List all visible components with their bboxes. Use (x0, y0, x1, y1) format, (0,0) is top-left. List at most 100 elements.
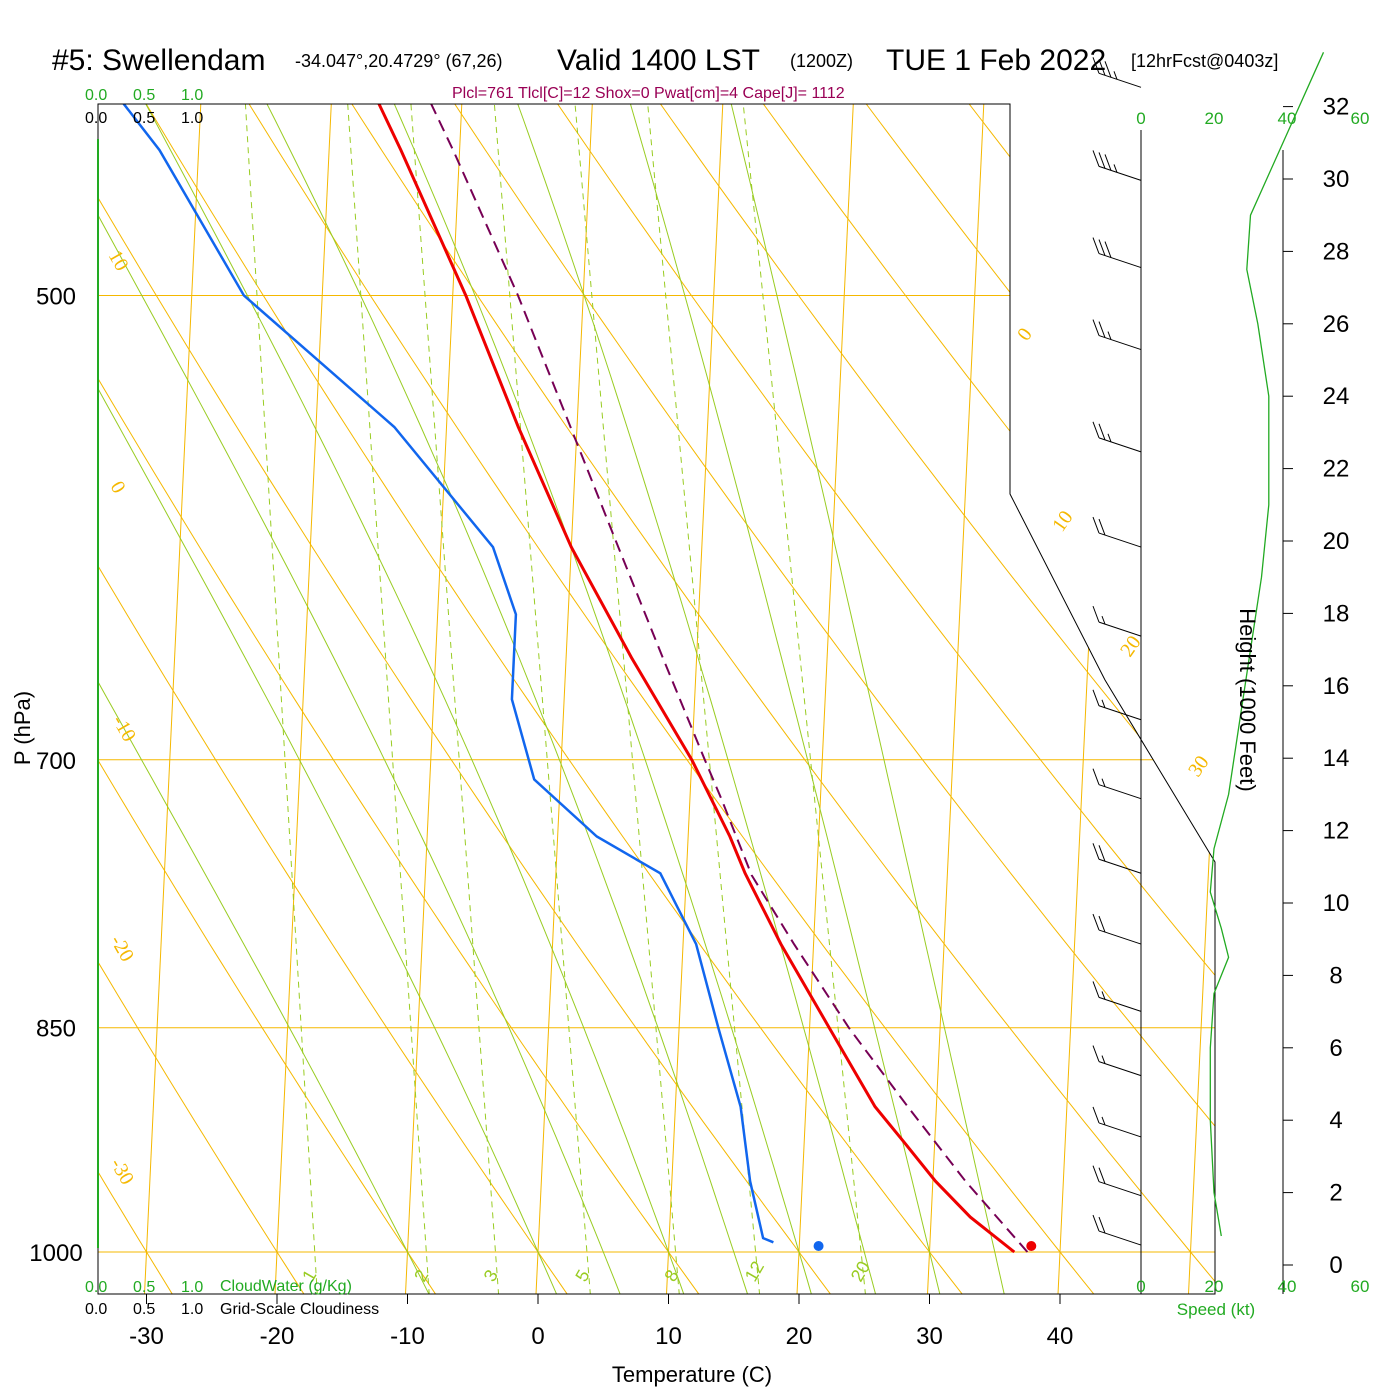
height-tick-label: 20 (1323, 528, 1350, 555)
wind-barb (1092, 237, 1142, 269)
speed-tick-label-bottom: 40 (1278, 1277, 1297, 1296)
height-tick-label: 14 (1323, 745, 1350, 772)
isotherm-line (925, 104, 1024, 1294)
cl-bottom-tick: 0.5 (133, 1301, 155, 1318)
speed-tick-label-top: 20 (1205, 109, 1224, 128)
height-tick-label: 2 (1329, 1180, 1342, 1207)
dry-adiabat (130, 104, 1215, 1294)
isotherm-line (534, 104, 632, 1294)
height-tick-label: 0 (1329, 1252, 1342, 1279)
cl-bottom-tick: 0.0 (85, 1301, 107, 1318)
wind-barb (1092, 768, 1142, 800)
wind-barb (1092, 689, 1142, 721)
dry-adiabat (98, 104, 1115, 1294)
height-tick-label: 22 (1323, 456, 1350, 483)
parcel-trace-line (98, 104, 1029, 1253)
dewpoint-line (98, 104, 774, 1244)
chart-series (98, 104, 1037, 1254)
dry-adiabat (98, 104, 1215, 1294)
station-title: #5: Swellendam (52, 44, 265, 77)
temperature-line (98, 104, 1016, 1254)
cw-bottom-tick: 0.5 (133, 1279, 155, 1296)
mixing-ratio-line (730, 104, 868, 1294)
temperature-tick-label: 30 (916, 1323, 943, 1350)
mixing-ratio-line (237, 104, 319, 1294)
cl-top-tick: 1.0 (181, 110, 203, 127)
wind-barb (1092, 319, 1142, 351)
dry-adiabat (98, 104, 983, 1294)
dry-adiabat (98, 104, 850, 1294)
chart-frame (97, 103, 1293, 1304)
x-axis-title: Temperature (C) (612, 1362, 772, 1387)
wind-speed-line (1209, 52, 1325, 1237)
temperature-tick-label: 20 (786, 1323, 813, 1350)
plot-border (97, 103, 1216, 1295)
cl-top-tick: 0.0 (85, 110, 107, 127)
moist-adiabat (188, 104, 883, 1294)
utc-time: (1200Z) (790, 51, 853, 71)
isotherm-label: -20 (106, 932, 138, 966)
dry-adiabat (98, 104, 1215, 1294)
dry-adiabat (98, 104, 718, 1294)
isotherm-label: 30 (1184, 752, 1213, 781)
isotherm-line (98, 104, 110, 1294)
pressure-tick-label: 700 (36, 748, 76, 775)
speed-tick-label-top: 40 (1278, 109, 1297, 128)
temperature-tick-label: -10 (390, 1323, 425, 1350)
wind-barb (1092, 421, 1142, 453)
dry-adiabat (216, 104, 1215, 1294)
mixing-ratio-label: 12 (741, 1258, 768, 1285)
height-axis-title: Height (1000 Feet) (1235, 608, 1260, 791)
mixing-ratio-line (636, 104, 762, 1294)
chart-grid (0, 0, 1215, 1319)
dry-adiabat (98, 104, 1215, 1294)
cw-top-tick: 0.0 (85, 87, 107, 104)
isotherm-line (403, 104, 502, 1294)
dry-adiabat (737, 104, 1215, 1294)
wind-barb (1092, 516, 1142, 548)
height-tick-label: 28 (1323, 238, 1350, 265)
speed-tick-label-top: 60 (1351, 109, 1370, 128)
isotherm-label: -30 (106, 1155, 138, 1189)
mixing-ratio-label: 5 (571, 1266, 593, 1285)
surface-dewpoint-dot (813, 1241, 824, 1251)
pressure-tick-label: 500 (36, 283, 76, 310)
temperature-tick-label: 10 (655, 1323, 682, 1350)
pressure-tick-label: 400 (36, 0, 76, 3)
isotherm-line (664, 104, 763, 1294)
wind-barb (1092, 150, 1142, 181)
isotherm-label: 10 (1048, 507, 1077, 536)
speed-tick-label-bottom: 20 (1205, 1277, 1224, 1296)
temperature-tick-label: -30 (129, 1323, 164, 1350)
dry-adiabat (98, 104, 454, 1294)
wind-barb (1092, 605, 1142, 637)
isotherm-label: -10 (108, 712, 140, 746)
pressure-tick-label: 850 (36, 1016, 76, 1043)
height-tick-label: 8 (1329, 962, 1342, 989)
wind-barb (1092, 843, 1142, 874)
wind-barb (1092, 1214, 1142, 1246)
height-tick-label: 18 (1323, 600, 1350, 627)
pressure-tick-label: 1000 (29, 1240, 82, 1267)
dry-adiabat (98, 104, 189, 1294)
cw-bottom-tick: 1.0 (181, 1279, 203, 1296)
wind-barb (1092, 981, 1142, 1012)
wind-barb (1092, 1106, 1142, 1138)
cloudwater-label: CloudWater (g/Kg) (220, 1278, 352, 1295)
isotherm-line (142, 104, 241, 1294)
moist-adiabat (529, 104, 1011, 1294)
forecast-info: [12hrFcst@0403z] (1131, 51, 1278, 71)
height-tick-label: 26 (1323, 311, 1350, 338)
cloudiness-label: Grid-Scale Cloudiness (220, 1301, 379, 1318)
dry-adiabat (98, 104, 586, 1294)
height-tick-label: 30 (1323, 166, 1350, 193)
dry-adiabat (0, 0, 56, 1319)
height-tick-label: 32 (1323, 94, 1350, 121)
speed-tick-label-top: 0 (1136, 109, 1145, 128)
moist-adiabat (98, 104, 757, 1294)
height-tick-label: 6 (1329, 1035, 1342, 1062)
dry-adiabat (650, 104, 1215, 1294)
isotherm-line (273, 104, 371, 1294)
isotherm-label: 0 (106, 478, 130, 498)
